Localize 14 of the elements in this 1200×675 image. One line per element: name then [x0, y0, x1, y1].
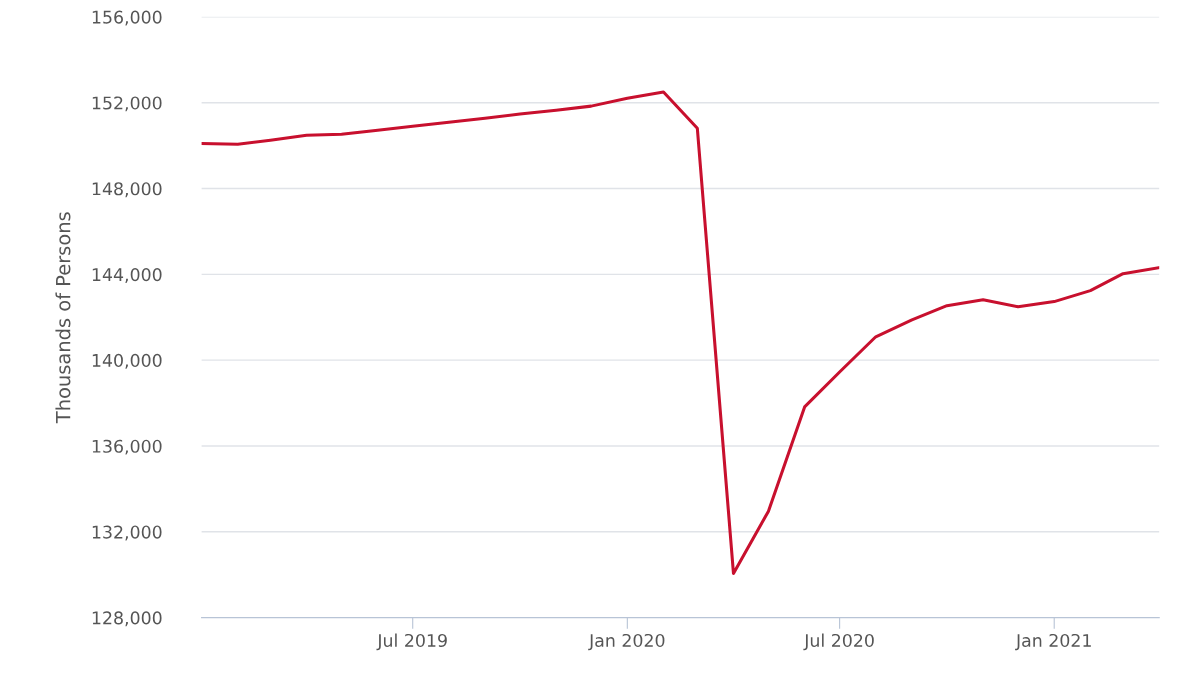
- y-tick-label: 128,000: [92, 611, 162, 627]
- y-tick-label: 148,000: [92, 182, 162, 198]
- y-tick-label: 156,000: [92, 10, 162, 26]
- y-tick-label: 140,000: [92, 353, 162, 369]
- y-tick-label: 132,000: [92, 525, 162, 541]
- y-tick-label: 152,000: [92, 96, 162, 112]
- y-tick-label: 144,000: [92, 268, 162, 283]
- x-tick-label: Jan 2020: [588, 633, 665, 651]
- x-tick-label: Jul 2020: [803, 633, 874, 651]
- y-tick-label: 136,000: [92, 439, 162, 455]
- x-tick-label: Jul 2019: [376, 633, 447, 651]
- x-tick-label: Jan 2021: [1015, 633, 1091, 651]
- line-series: [201, 90, 1160, 575]
- y-axis-title: Thousands of Persons: [55, 212, 71, 424]
